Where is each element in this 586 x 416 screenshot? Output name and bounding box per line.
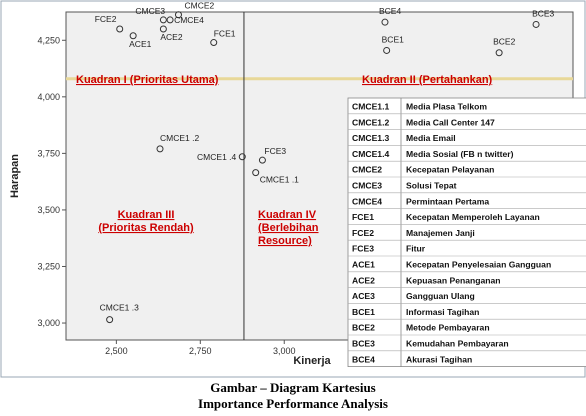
data-point-label: BCE4 xyxy=(379,6,401,16)
data-point xyxy=(106,316,114,324)
x-axis-label: Kinerja xyxy=(293,355,331,367)
data-point xyxy=(258,156,266,164)
data-point-label: CMCE1 .1 xyxy=(260,175,299,185)
legend-description: Akurasi Tagihan xyxy=(406,354,472,364)
data-point-label: FCE1 xyxy=(214,29,236,39)
quadrant-3-label-line1: Kuadran III xyxy=(118,209,175,221)
legend-code: CMCE1.1 xyxy=(352,102,389,112)
legend-code: BCE3 xyxy=(352,339,375,349)
data-point-label: ACE1 xyxy=(129,39,151,49)
data-point-label: CMCE2 xyxy=(184,1,214,11)
legend-code: CMCE1.2 xyxy=(352,117,389,127)
y-tick-label: 3,500 xyxy=(37,205,60,215)
y-tick-label: 4,250 xyxy=(37,35,60,45)
caption-line-1: Gambar – Diagram Kartesius xyxy=(210,380,376,395)
data-point xyxy=(252,169,260,177)
x-tick-label: 2,500 xyxy=(105,346,128,356)
y-tick-label: 3,750 xyxy=(37,148,60,158)
legend-code: BCE2 xyxy=(352,323,375,333)
data-point-label: ACE2 xyxy=(160,32,182,42)
legend-code: FCE1 xyxy=(352,212,374,222)
data-point-label: FCE3 xyxy=(264,146,286,156)
legend-description: Kepuasan Penanganan xyxy=(406,275,501,285)
legend-table: CMCE1.1 Media Plasa Telkom CMCE1.2 Media Ca… xyxy=(347,97,586,368)
legend-code: FCE3 xyxy=(352,244,374,254)
legend-code: CMCE1.3 xyxy=(352,133,389,143)
legend-description: Manajemen Janji xyxy=(406,228,475,238)
quadrant-2-label: Kuadran II (Pertahankan) xyxy=(362,74,493,86)
legend-description: Kecepatan Penyelesaian Gangguan xyxy=(406,260,551,270)
data-point xyxy=(238,153,246,161)
legend-description: Informasi Tagihan xyxy=(406,307,479,317)
data-point-label: FCE2 xyxy=(95,14,117,24)
cartesian-diagram: 2,5002,7503,0003,2503,5003,7503,0003,250… xyxy=(0,0,586,378)
legend-description: Media Sosial (FB n twitter) xyxy=(406,149,514,159)
legend-description: Gangguan Ulang xyxy=(406,291,475,301)
legend-description: Solusi Tepat xyxy=(406,181,457,191)
legend-code: BCE1 xyxy=(352,307,375,317)
quadrant-4-label-line1: Kuadran IV xyxy=(258,209,317,221)
data-point xyxy=(495,49,503,57)
y-tick-label: 3,000 xyxy=(37,318,60,328)
legend-description: Metode Pembayaran xyxy=(406,323,490,333)
legend-code: ACE2 xyxy=(352,275,375,285)
quadrant-3-label-line2: (Prioritas Rendah) xyxy=(98,222,194,234)
legend-description: Media Call Center 147 xyxy=(406,117,495,127)
x-tick-label: 2,750 xyxy=(189,346,212,356)
legend-description: Kecepatan Pelayanan xyxy=(406,165,494,175)
legend-description: Media Email xyxy=(406,133,456,143)
legend-description: Kecepatan Memperoleh Layanan xyxy=(406,212,540,222)
legend-code: CMCE4 xyxy=(352,196,382,206)
legend-code: ACE3 xyxy=(352,291,375,301)
legend-description: Media Plasa Telkom xyxy=(406,102,487,112)
legend-code: BCE4 xyxy=(352,354,375,364)
legend-code: FCE2 xyxy=(352,228,374,238)
quadrant-1-label: Kuadran I (Prioritas Utama) xyxy=(76,74,219,86)
data-point xyxy=(129,32,137,40)
legend-table-frame xyxy=(347,97,586,368)
data-point xyxy=(210,39,218,47)
quadrant-4-label-line3: Resource) xyxy=(258,235,312,247)
data-point xyxy=(166,16,174,24)
data-point xyxy=(532,20,540,28)
legend-code: CMCE2 xyxy=(352,165,382,175)
legend-code: ACE1 xyxy=(352,260,375,270)
data-point-label: CMCE4 xyxy=(174,15,204,25)
quadrant-4-label-line2: (Berlebihan xyxy=(258,222,319,234)
y-tick-label: 4,000 xyxy=(37,92,60,102)
data-point xyxy=(381,18,389,26)
data-point xyxy=(159,25,167,33)
y-axis-label: Harapan xyxy=(9,154,21,198)
x-tick-label: 3,000 xyxy=(273,346,296,356)
legend-description: Permintaan Pertama xyxy=(406,196,489,206)
data-point-label: BCE2 xyxy=(493,37,515,47)
caption-line-2: Importance Performance Analysis xyxy=(198,396,388,411)
data-point-label: BCE1 xyxy=(382,34,404,44)
data-point xyxy=(383,46,391,54)
y-tick-label: 3,250 xyxy=(37,261,60,271)
data-point xyxy=(116,25,124,33)
data-point-label: CMCE1 .4 xyxy=(197,152,236,162)
legend-code: CMCE1.4 xyxy=(352,149,389,159)
data-point-label: BCE3 xyxy=(532,8,554,18)
data-point xyxy=(156,145,164,153)
data-point-label: CMCE3 xyxy=(135,6,165,16)
data-point xyxy=(159,16,167,24)
data-point-label: CMCE1 .2 xyxy=(160,133,199,143)
legend-description: Fitur xyxy=(406,244,426,254)
data-point-label: CMCE1 .3 xyxy=(100,303,139,313)
legend-description: Kemudahan Pembayaran xyxy=(406,339,509,349)
data-point xyxy=(174,11,182,19)
legend-code: CMCE3 xyxy=(352,181,382,191)
